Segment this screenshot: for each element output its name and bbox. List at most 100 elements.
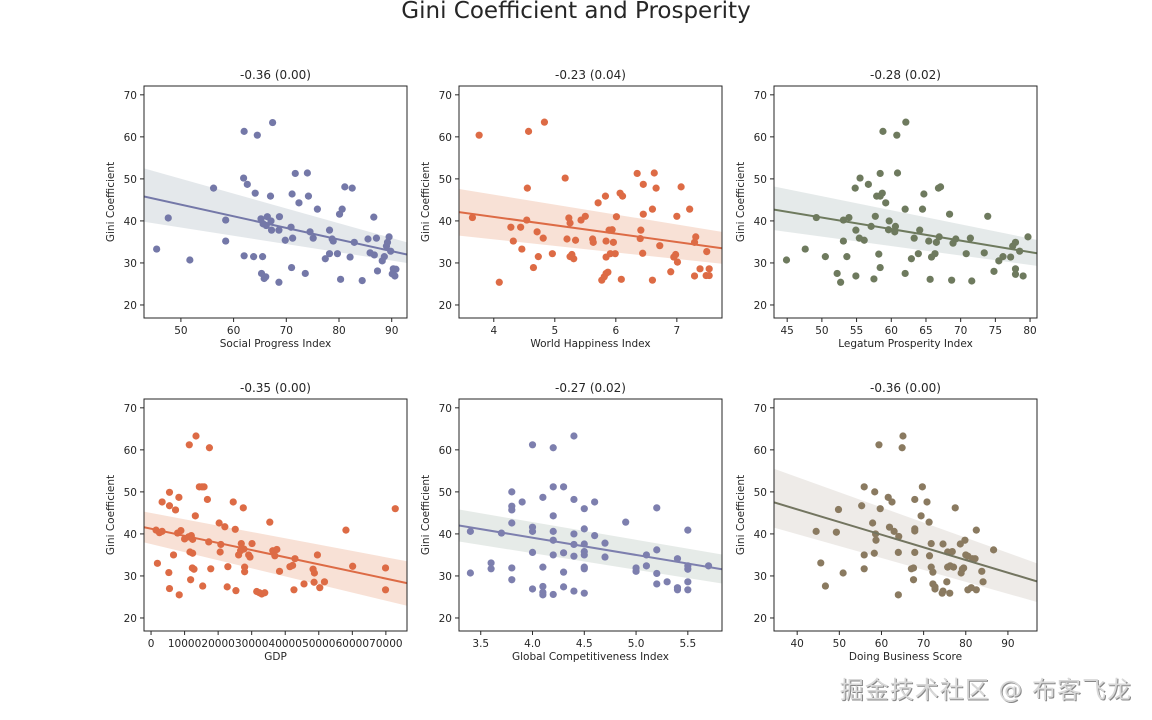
data-point [910, 234, 918, 242]
data-point [222, 216, 230, 224]
data-point [601, 539, 609, 547]
axes-frame [458, 398, 723, 632]
data-point [1011, 270, 1020, 278]
data-point [845, 213, 853, 222]
x-tick-label: 50000 [302, 638, 335, 650]
data-point [289, 234, 297, 242]
x-tick-label: 75 [989, 325, 1002, 337]
y-tick-label: 20 [439, 613, 452, 625]
data-point [190, 565, 198, 573]
data-point [169, 551, 178, 559]
data-point [380, 253, 388, 261]
y-tick-label: 60 [754, 445, 767, 457]
x-tick-label: 10000 [168, 638, 201, 650]
data-point [1007, 253, 1015, 261]
data-point [549, 527, 557, 535]
data-point [199, 582, 207, 590]
data-point [839, 237, 847, 245]
data-point [509, 237, 517, 245]
data-point [882, 199, 890, 207]
subplot-title: -0.35 (0.00) [240, 381, 311, 395]
data-point [871, 212, 879, 220]
subplot-5: 20 30 40 50 60 70 3.5 4.0 4.5 5.0 5.5 Global Compet… [420, 381, 723, 663]
data-point [608, 226, 616, 234]
data-point [875, 441, 883, 449]
data-point [898, 444, 906, 452]
x-tick-label: 55 [850, 325, 863, 337]
data-point [191, 512, 199, 520]
y-tick-label: 30 [754, 571, 767, 583]
x-tick-label: 40 [790, 638, 803, 650]
data-point [871, 488, 879, 496]
data-point [696, 265, 704, 273]
data-point [224, 563, 232, 571]
data-point [358, 276, 366, 285]
data-point [943, 578, 951, 586]
data-point [925, 518, 933, 526]
x-tick-label: 70 [280, 325, 293, 337]
data-point [872, 536, 880, 544]
data-point [200, 483, 208, 491]
y-axis-label: Gini Coefficient [420, 475, 432, 555]
data-point [821, 582, 830, 590]
y-tick-label: 70 [124, 90, 137, 102]
y-tick-label: 30 [439, 571, 452, 583]
axes-frame [458, 85, 723, 319]
subplot-title: -0.23 (0.04) [555, 68, 626, 82]
data-point [931, 585, 939, 593]
data-point [945, 210, 954, 218]
x-tick-label: 50 [815, 325, 828, 337]
data-point [642, 562, 651, 570]
data-point [258, 253, 267, 261]
data-point [893, 169, 902, 177]
data-point [961, 536, 969, 544]
y-tick-label: 20 [754, 300, 767, 312]
data-point [843, 253, 851, 261]
data-point [548, 250, 556, 258]
data-point [300, 580, 308, 588]
data-point [261, 589, 269, 597]
data-point [528, 585, 537, 593]
data-point [705, 265, 713, 273]
data-point [1011, 265, 1020, 273]
data-point [962, 250, 970, 258]
data-point [203, 495, 212, 504]
x-tick-label: 0 [148, 638, 155, 650]
data-point [291, 169, 299, 178]
x-tick-label: 60 [227, 325, 240, 337]
subplot-title: -0.36 (0.00) [240, 68, 311, 82]
data-point [580, 589, 588, 597]
data-point [925, 237, 933, 245]
data-point [656, 242, 664, 250]
data-point [932, 238, 940, 246]
data-point [241, 568, 249, 576]
data-point [267, 217, 275, 225]
data-point [508, 506, 516, 514]
data-point [561, 174, 569, 182]
x-tick-label: 80 [1023, 325, 1036, 337]
data-point [663, 578, 671, 586]
data-point [667, 268, 675, 276]
data-point [637, 226, 645, 234]
y-tick-label: 70 [124, 403, 137, 415]
x-tick-label: 30000 [235, 638, 268, 650]
data-point [653, 546, 661, 554]
data-point [684, 578, 692, 586]
data-point [858, 502, 866, 510]
data-point [832, 528, 840, 536]
data-point [310, 569, 319, 577]
x-tick-label: 50 [833, 638, 846, 650]
data-point [392, 265, 400, 273]
regression-line [774, 501, 1037, 583]
data-point [325, 250, 334, 258]
data-point [673, 212, 681, 220]
data-point [325, 226, 334, 234]
data-point [205, 444, 214, 452]
data-point [581, 212, 589, 220]
data-point [153, 559, 162, 567]
data-point [812, 527, 820, 535]
y-tick-label: 50 [754, 487, 767, 499]
data-point [275, 567, 284, 575]
data-point [968, 277, 976, 285]
y-tick-label: 30 [754, 258, 767, 270]
